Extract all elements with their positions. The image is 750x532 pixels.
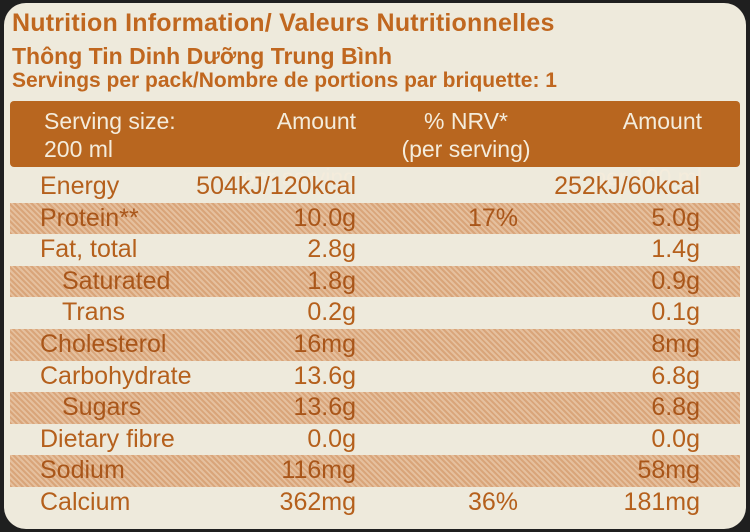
- table-row: Energy 504kJ/120kcal 252kJ/60kcal: [10, 171, 740, 203]
- per-serving-value: 13.6g: [293, 361, 356, 390]
- per-serving-value: 16mg: [293, 329, 356, 358]
- table-row: Cholesterol 16mg 8mg: [10, 328, 740, 361]
- nrv-sub-label: (per serving): [401, 136, 531, 162]
- per-100ml-value: 0.0g: [651, 424, 700, 453]
- per-100ml-value: 0.9g: [651, 266, 700, 295]
- table-header: Serving size: 200 ml Amount*** per servi…: [10, 101, 740, 217]
- nutrient-name: Cholesterol: [40, 329, 167, 358]
- nutrient-name: Calcium: [40, 487, 131, 516]
- per-100ml-value: 0.1g: [651, 298, 700, 327]
- table-row: Sugars 13.6g 6.8g: [10, 392, 740, 424]
- per-serving-value: 13.6g: [293, 393, 356, 422]
- serving-size-label: Serving size:: [44, 108, 176, 134]
- header-serving-size: Serving size: 200 ml: [44, 107, 176, 163]
- nutrient-name: Trans: [62, 298, 125, 327]
- nutrient-name: Sodium: [40, 456, 125, 485]
- nrv-value: 17%: [468, 203, 519, 232]
- per-100ml-value: 1.4g: [651, 235, 700, 264]
- per-serving-value: 504kJ/120kcal: [196, 172, 356, 200]
- per-serving-value: 10.0g: [293, 203, 356, 232]
- per-serving-value: 0.0g: [307, 424, 356, 453]
- table-row: Saturated 1.8g 0.9g: [10, 265, 740, 298]
- header-amount-per-serving: Amount*** per serving***: [242, 107, 356, 219]
- table-row: Carbohydrate 13.6g 6.8g: [10, 361, 740, 393]
- nutrient-name: Sugars: [62, 393, 142, 422]
- header-nrv: % NRV* (per serving): [396, 107, 536, 163]
- nutrient-name: Saturated: [62, 266, 171, 295]
- nutrient-name: Carbohydrate: [40, 361, 192, 390]
- per-100ml-value: 8mg: [651, 329, 700, 358]
- table-row: Calcium 362mg 36% 181mg: [10, 487, 740, 519]
- nutrient-name: Dietary fibre: [40, 424, 175, 453]
- table-row: Fat, total 2.8g 1.4g: [10, 234, 740, 266]
- amount100-label: Amount: [622, 108, 702, 134]
- servings-per-pack: Servings per pack/Nombre de portions par…: [12, 69, 557, 92]
- per-100ml-value: 58mg: [637, 456, 700, 485]
- title-line-2: Thông Tin Dinh Dưỡng Trung Bình: [12, 43, 393, 69]
- nutrient-name: Protein**: [40, 203, 139, 232]
- per-100ml-value: 252kJ/60kcal: [554, 172, 700, 200]
- per100-label: per 100 ml: [593, 164, 702, 190]
- table-row: Dietary fibre 0.0g 0.0g: [10, 424, 740, 456]
- nutrient-name: Fat, total: [40, 235, 138, 264]
- per-100ml-value: 6.8g: [651, 393, 700, 422]
- title-line-1: Nutrition Information/ Valeurs Nutrition…: [12, 9, 555, 37]
- per-serving-value: 2.8g: [307, 235, 356, 264]
- table-row: Protein** 10.0g 17% 5.0g: [10, 202, 740, 235]
- per-serving-value: 116mg: [281, 456, 356, 485]
- table-row: Trans 0.2g 0.1g: [10, 297, 740, 329]
- table-row: Sodium 116mg 58mg: [10, 455, 740, 487]
- per-100ml-value: 181mg: [623, 487, 700, 516]
- serving-size-value: 200 ml: [44, 136, 114, 162]
- nrv-value: 36%: [468, 487, 519, 516]
- per-serving-label: per serving: [242, 164, 356, 190]
- amount-label: Amount: [276, 108, 356, 134]
- nutrition-label: Nutrition Information/ Valeurs Nutrition…: [4, 3, 746, 529]
- per-serving-value: 0.2g: [307, 298, 356, 327]
- nutrient-table: Energy 504kJ/120kcal 252kJ/60kcal Protei…: [4, 171, 746, 519]
- per-serving-value: 1.8g: [307, 266, 356, 295]
- per-100ml-value: 6.8g: [651, 361, 700, 390]
- nutrient-name: Energy: [40, 172, 120, 200]
- per-serving-value: 362mg: [279, 487, 356, 516]
- per-100ml-value: 5.0g: [651, 203, 700, 232]
- nrv-label: % NRV*: [424, 108, 508, 134]
